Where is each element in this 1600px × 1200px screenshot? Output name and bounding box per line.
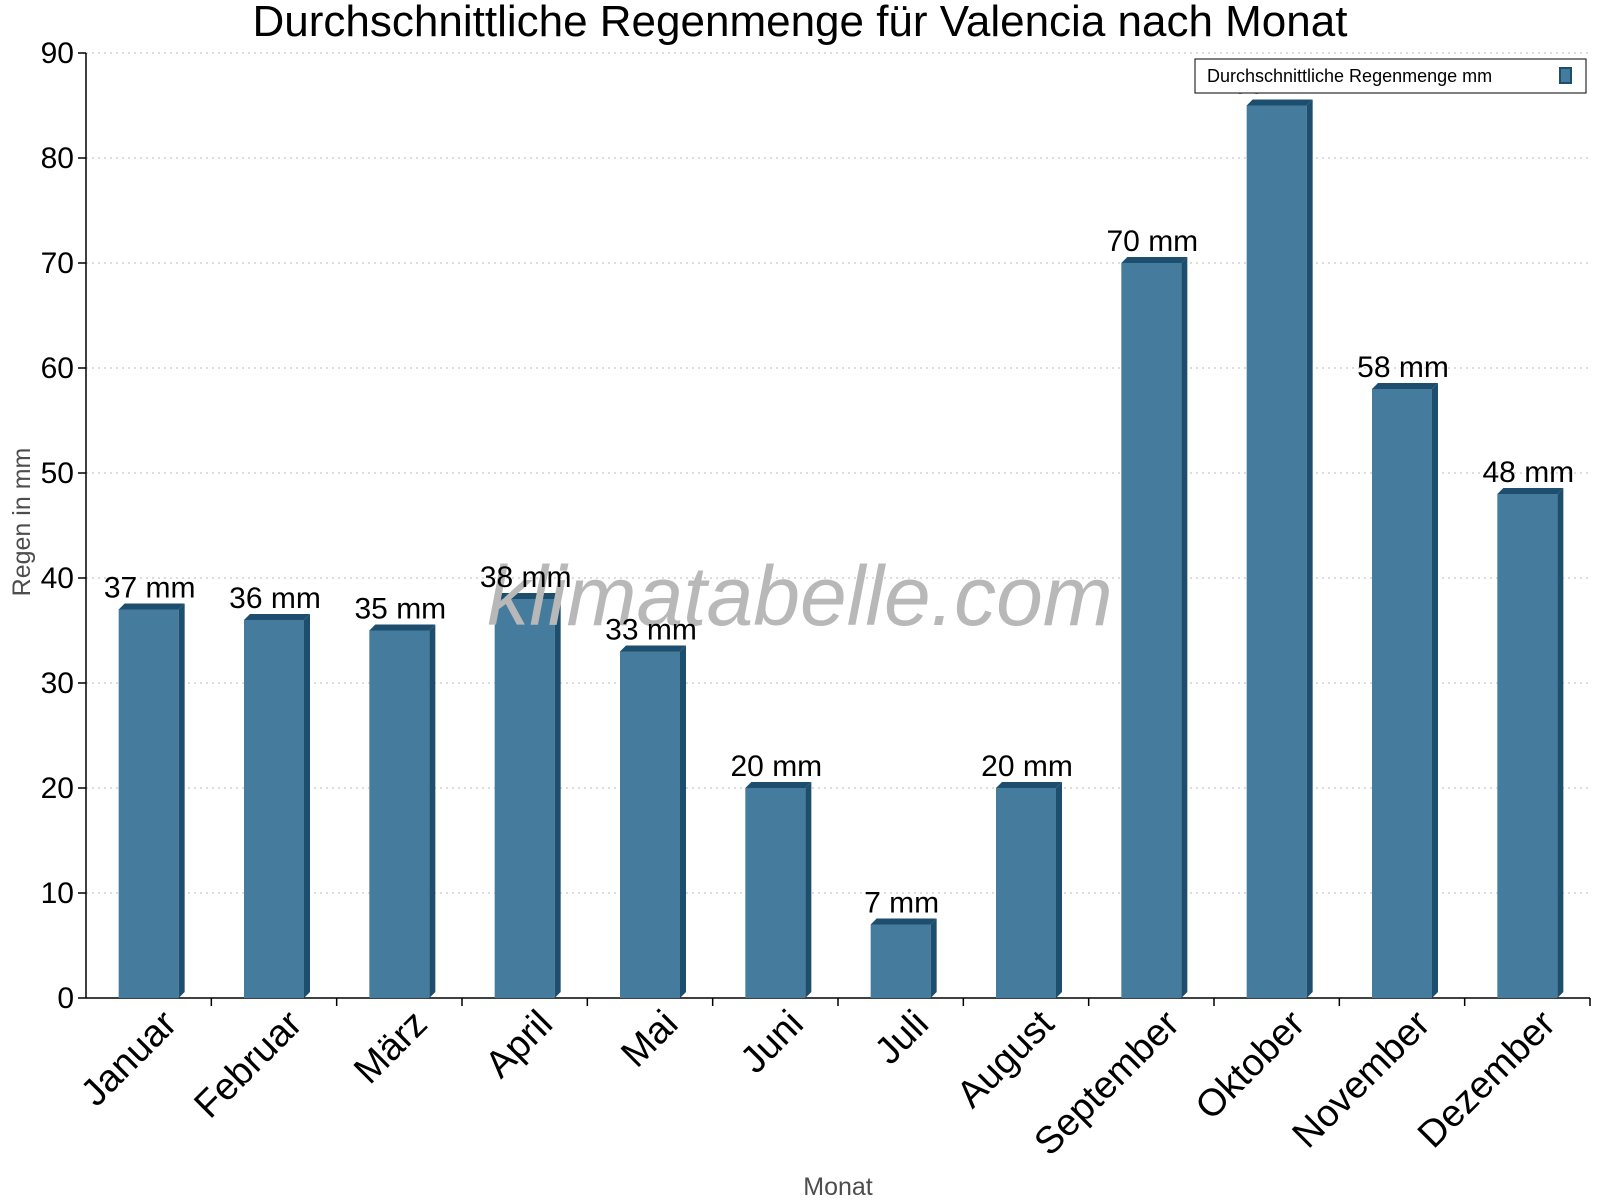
data-label: 70 mm [1106,225,1198,258]
bar-side [805,782,812,998]
x-tick-label: März [346,1003,435,1092]
data-label: 38 mm [480,561,572,594]
x-axis-label: Monat [803,1173,873,1200]
chart-title: Durchschnittliche Regenmenge für Valenci… [253,0,1348,46]
y-tick-label: 20 [41,772,74,805]
grid-lines [86,52,1590,894]
x-tick-label: Juni [733,1003,812,1082]
x-tick-label: Juli [867,1003,937,1073]
bar-side [930,918,937,998]
data-label: 37 mm [104,572,196,605]
bar [745,788,806,998]
bar-side [1056,782,1062,998]
bar-side [304,614,310,998]
bar [1246,105,1307,998]
data-label: 7 mm [864,887,939,920]
bar-side [1181,257,1188,998]
bar-top [369,624,436,631]
data-labels: 37 mm 36 mm 35 mm 38 mm 33 mm 20 mm 7 mm 20 mm 7… [104,68,1574,920]
bar-side [1306,99,1313,998]
bar [244,620,304,998]
x-tick-label: Februar [187,1002,311,1126]
bar [494,599,555,998]
y-tick-label: 90 [41,37,74,70]
bar [620,651,680,998]
data-label: 48 mm [1482,456,1574,489]
y-tick-label: 0 [57,982,74,1015]
bar-series [118,99,1564,998]
bar-side [1432,383,1438,998]
bar-top [1372,383,1438,389]
bar [369,630,430,998]
data-label: 36 mm [229,582,321,615]
bar-side [1557,488,1564,998]
legend: Durchschnittliche Regenmenge mm [1194,58,1587,94]
legend-swatch [1559,67,1572,84]
bar [118,609,179,998]
x-tick-label: Mai [613,1003,686,1076]
y-axis-label: Regen in mm [8,448,36,597]
bar-top [118,603,185,610]
data-label: 33 mm [605,614,697,647]
data-label: 20 mm [981,750,1073,783]
bar [1497,494,1558,998]
y-tick-label: 80 [41,142,74,175]
bar-side [178,603,185,998]
bar-top [620,645,686,652]
bar-top [244,614,310,620]
x-tick-label: August [949,1002,1063,1116]
data-label: 20 mm [730,750,822,783]
x-axis: Januar Februar März April Mai Juni Juli AugustS… [73,997,1591,1164]
legend-label: Durchschnittliche Regenmenge mm [1207,66,1492,86]
bar-top [1246,99,1313,106]
bar [1121,263,1182,998]
bar [1372,389,1432,998]
bar-top [996,782,1062,788]
y-tick-label: 50 [41,457,74,490]
y-tick-label: 10 [41,877,74,910]
legend-box [1194,58,1587,94]
bar [996,788,1056,998]
y-axis: 0 10 20 30 40 50 60 70 80 90 [41,37,87,1015]
bar-top [1497,488,1564,494]
y-tick-label: 70 [41,247,74,280]
x-tick-label: Januar [73,1002,185,1114]
bar-top [870,918,937,925]
y-tick-label: 40 [41,562,74,595]
bar-side [554,593,561,998]
x-tick-label: Dezember [1410,1002,1564,1156]
data-label: 35 mm [354,593,446,626]
bar-side [680,645,686,998]
bar [870,924,931,998]
bar-top [1121,257,1188,263]
y-tick-label: 30 [41,667,74,700]
data-label: 58 mm [1357,351,1449,384]
bar-top [745,782,812,788]
bar-side [429,624,436,998]
y-tick-label: 60 [41,352,74,385]
bar-top [494,593,561,599]
watermark: klimatabelle.com [487,549,1113,643]
x-tick-label: Oktober [1188,1002,1314,1128]
x-tick-label: April [478,1003,561,1086]
